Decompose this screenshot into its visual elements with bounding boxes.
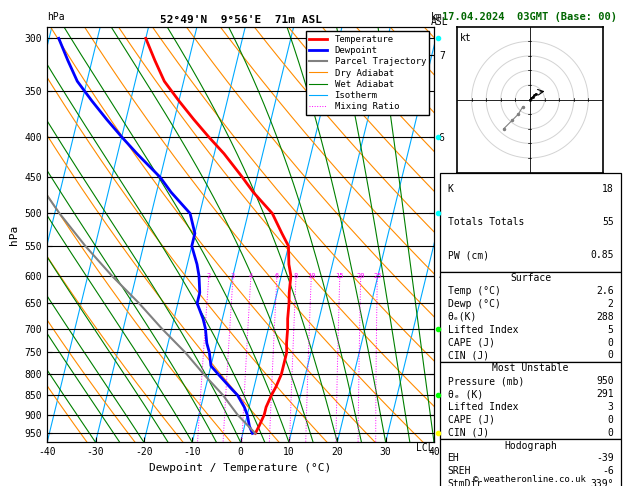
Text: 25: 25: [373, 273, 382, 279]
Text: θₑ (K): θₑ (K): [447, 389, 483, 399]
Text: 0: 0: [608, 350, 614, 361]
Text: 6: 6: [275, 273, 279, 279]
Text: 2: 2: [608, 299, 614, 309]
Text: CIN (J): CIN (J): [447, 428, 489, 438]
Y-axis label: Mixing Ratio (g/kg): Mixing Ratio (g/kg): [450, 179, 460, 290]
Text: 0: 0: [608, 428, 614, 438]
Text: EH: EH: [447, 453, 459, 464]
Text: StmDir: StmDir: [447, 479, 483, 486]
Text: LCL: LCL: [416, 443, 434, 452]
Text: -39: -39: [596, 453, 614, 464]
Text: θₑ(K): θₑ(K): [447, 312, 477, 322]
Text: CAPE (J): CAPE (J): [447, 337, 494, 347]
Text: 2.6: 2.6: [596, 286, 614, 296]
X-axis label: Dewpoint / Temperature (°C): Dewpoint / Temperature (°C): [150, 463, 331, 473]
Text: 8: 8: [294, 273, 298, 279]
Text: 0: 0: [608, 415, 614, 425]
Y-axis label: hPa: hPa: [9, 225, 19, 244]
Text: 20: 20: [357, 273, 365, 279]
Text: CAPE (J): CAPE (J): [447, 415, 494, 425]
Text: Totals Totals: Totals Totals: [447, 217, 524, 227]
Text: 10: 10: [307, 273, 315, 279]
Text: Dewp (°C): Dewp (°C): [447, 299, 501, 309]
Text: km: km: [431, 12, 443, 22]
Text: SREH: SREH: [447, 466, 471, 476]
Text: 17.04.2024  03GMT (Base: 00): 17.04.2024 03GMT (Base: 00): [442, 12, 618, 22]
Text: Pressure (mb): Pressure (mb): [447, 376, 524, 386]
Text: 339°: 339°: [590, 479, 614, 486]
Text: 0.85: 0.85: [590, 250, 614, 260]
Text: K: K: [447, 184, 454, 194]
Text: 15: 15: [335, 273, 344, 279]
Text: 0: 0: [608, 337, 614, 347]
Text: Most Unstable: Most Unstable: [493, 363, 569, 373]
Text: 3: 3: [608, 402, 614, 412]
Text: Temp (°C): Temp (°C): [447, 286, 501, 296]
Text: 52°49'N  9°56'E  71m ASL: 52°49'N 9°56'E 71m ASL: [160, 15, 321, 25]
Text: -6: -6: [602, 466, 614, 476]
Text: 18: 18: [602, 184, 614, 194]
Text: kt: kt: [460, 33, 472, 43]
Legend: Temperature, Dewpoint, Parcel Trajectory, Dry Adiabat, Wet Adiabat, Isotherm, Mi: Temperature, Dewpoint, Parcel Trajectory…: [306, 31, 430, 115]
Text: 950: 950: [596, 376, 614, 386]
Text: 2: 2: [206, 273, 211, 279]
Text: Surface: Surface: [510, 273, 551, 283]
Text: Lifted Index: Lifted Index: [447, 402, 518, 412]
Text: 5: 5: [608, 325, 614, 335]
Text: Hodograph: Hodograph: [504, 440, 557, 451]
Text: 291: 291: [596, 389, 614, 399]
Text: 288: 288: [596, 312, 614, 322]
Text: Lifted Index: Lifted Index: [447, 325, 518, 335]
Text: hPa: hPa: [47, 12, 65, 22]
Text: ASL: ASL: [431, 17, 448, 27]
Text: 3: 3: [231, 273, 235, 279]
Text: 55: 55: [602, 217, 614, 227]
Text: © weatheronline.co.uk: © weatheronline.co.uk: [474, 474, 586, 484]
Text: PW (cm): PW (cm): [447, 250, 489, 260]
Text: CIN (J): CIN (J): [447, 350, 489, 361]
Text: 4: 4: [248, 273, 253, 279]
